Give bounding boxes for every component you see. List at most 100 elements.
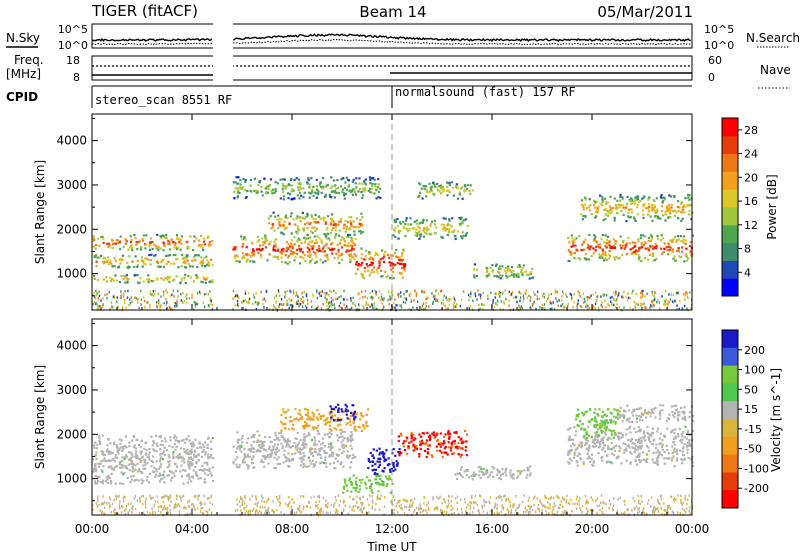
colorbar-swatch: [722, 207, 738, 226]
freq-unit-label: [MHz]: [6, 67, 41, 81]
colorbar-swatch: [722, 490, 738, 509]
velocity-colorbar-label: Velocity [m s^-1]: [769, 368, 783, 472]
echo-band: [454, 465, 532, 481]
colorbar-tick-label: 50: [744, 383, 758, 396]
echo-band: [267, 211, 364, 236]
echo-band: [232, 176, 382, 201]
echo-band: [580, 193, 694, 223]
nsearch-tick-bottom: 10^0: [704, 39, 734, 52]
colorbar-swatch: [722, 436, 738, 456]
cpid-program-2: normalsound (fast) 157 RF: [395, 85, 576, 99]
nsearch-tick-top: 10^5: [704, 23, 734, 36]
y-tick-label: 3000: [56, 178, 87, 192]
nsearch-label: N.Search: [746, 31, 800, 45]
colorbar-swatch: [722, 401, 738, 420]
echo-band: [575, 408, 620, 441]
colorbar-tick-label: 100: [744, 364, 765, 377]
echo-band: [93, 253, 214, 269]
beam-title: Beam 14: [359, 3, 426, 21]
nsky-label: N.Sky: [6, 31, 40, 45]
echo-band: [93, 273, 214, 285]
colorbar-tick-label: -50: [744, 443, 762, 456]
x-tick-label: 04:00: [175, 522, 210, 536]
echo-band: [342, 474, 394, 494]
freq-tick-bottom: 8: [73, 71, 80, 84]
colorbar-swatch: [722, 330, 738, 349]
colorbar-swatch: [722, 135, 738, 155]
x-tick-label: 16:00: [475, 522, 510, 536]
nave-label: Nave: [760, 63, 791, 77]
colorbar-swatch: [722, 454, 738, 473]
colorbar-swatch: [722, 365, 738, 384]
echo-band: [232, 429, 357, 470]
x-tick-label: 08:00: [275, 522, 310, 536]
colorbar-tick-label: 16: [744, 195, 758, 208]
colorbar-swatch: [722, 472, 738, 491]
freq-strip: [91, 54, 693, 82]
colorbar-swatch: [722, 278, 738, 297]
velocity-ylabel: Slant Range [km]: [33, 365, 47, 469]
y-tick-label: 1000: [56, 472, 87, 486]
x-axis-label: Time UT: [366, 540, 417, 554]
echo-band: [567, 233, 695, 263]
colorbar-swatch: [722, 347, 738, 367]
colorbar-tick-label: 28: [744, 124, 758, 137]
y-tick-label: 4000: [56, 134, 87, 148]
nsky-tick-top: 10^5: [58, 23, 88, 36]
echo-band: [232, 233, 357, 265]
echo-band: [417, 181, 474, 200]
power-panel: 1000 2000 3000 4000: [56, 113, 695, 312]
date-title: 05/Mar/2011: [597, 3, 693, 21]
echo-band: [617, 404, 695, 424]
nsky-series: [91, 33, 691, 43]
near-range-echoes: [92, 289, 693, 312]
x-tick-label: 00:00: [675, 522, 710, 536]
y-tick-label: 2000: [56, 427, 87, 441]
nsky-tick-bottom: 10^0: [58, 39, 88, 52]
echo-band: [92, 434, 215, 486]
echo-band: [354, 247, 407, 280]
colorbar-swatch: [722, 224, 738, 244]
y-tick-label: 2000: [56, 222, 87, 236]
velocity-echo-layer: [92, 403, 695, 517]
colorbar-tick-label: -200: [744, 482, 769, 495]
colorbar-swatch: [722, 242, 738, 261]
echo-band: [329, 403, 357, 422]
echo-band: [92, 233, 214, 252]
freq-tick-top: 18: [66, 54, 80, 67]
cpid-label: CPID: [6, 90, 38, 104]
y-tick-label: 4000: [56, 339, 87, 353]
power-ylabel: Slant Range [km]: [33, 160, 47, 264]
colorbar-tick-label: 4: [744, 266, 751, 279]
colorbar-swatch: [722, 189, 738, 208]
x-tick-label: 20:00: [575, 522, 610, 536]
power-colorbar-label: Power [dB]: [765, 174, 779, 239]
colorbar-swatch: [722, 118, 738, 137]
nsearch-series: [91, 38, 691, 46]
nsky-strip: [91, 22, 693, 50]
colorbar-tick-label: 15: [744, 403, 758, 416]
colorbar-tick-label: -15: [744, 423, 762, 436]
colorbar-swatch: [722, 153, 738, 172]
echo-band: [472, 263, 535, 280]
x-tick-label: 00:00: [75, 522, 110, 536]
echo-band: [367, 447, 401, 476]
power-colorbar: 4 8 12 16 20 24 28: [721, 117, 758, 297]
colorbar-swatch: [722, 383, 738, 402]
colorbar-tick-label: 12: [744, 219, 758, 232]
cpid-program-1: stereo_scan 8551 RF: [95, 93, 232, 107]
power-echo-layer: [92, 176, 695, 312]
colorbar-tick-label: 200: [744, 344, 765, 357]
nave-tick-bottom: 0: [708, 71, 715, 84]
x-tick-label: 12:00: [375, 522, 410, 536]
y-tick-label: 3000: [56, 383, 87, 397]
colorbar-tick-label: 8: [744, 243, 751, 256]
nave-tick-top: 60: [708, 54, 722, 67]
echo-band: [397, 429, 469, 459]
colorbar-tick-label: 20: [744, 171, 758, 184]
echo-band: [392, 216, 469, 241]
colorbar-swatch: [722, 171, 738, 190]
velocity-panel: 1000 2000 3000 4000: [56, 318, 695, 517]
colorbar-swatch: [722, 419, 738, 438]
